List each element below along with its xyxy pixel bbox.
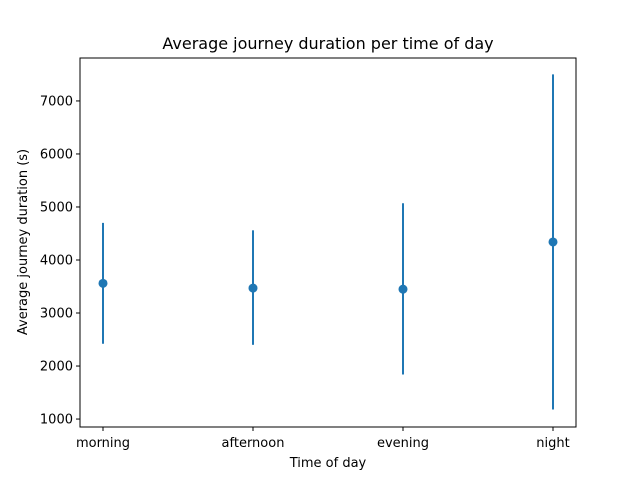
- chart-title: Average journey duration per time of day: [162, 34, 493, 53]
- plot-area: 1000 2000 3000 4000 5000 6000 7000 morning after…: [40, 57, 577, 451]
- y-tick-label: 6000: [40, 147, 73, 162]
- data-point: [98, 278, 108, 288]
- y-tick-label: 2000: [40, 360, 73, 375]
- data-point: [398, 284, 408, 294]
- x-tick-label: morning: [76, 436, 130, 451]
- y-tick-label: 4000: [40, 253, 73, 268]
- y-tick-label: 7000: [40, 94, 73, 109]
- data-point: [548, 237, 558, 247]
- plot-frame: [79, 57, 577, 428]
- x-axis-label: Time of day: [289, 456, 367, 471]
- y-axis-label: Average journey duration (s): [16, 149, 31, 335]
- x-tick-label: evening: [377, 436, 429, 451]
- data-point: [248, 283, 258, 293]
- y-tick-label: 1000: [40, 413, 73, 428]
- x-tick-label: night: [536, 436, 569, 451]
- x-tick-label: afternoon: [222, 436, 285, 451]
- y-tick-label: 5000: [40, 200, 73, 215]
- y-tick-label: 3000: [40, 307, 73, 322]
